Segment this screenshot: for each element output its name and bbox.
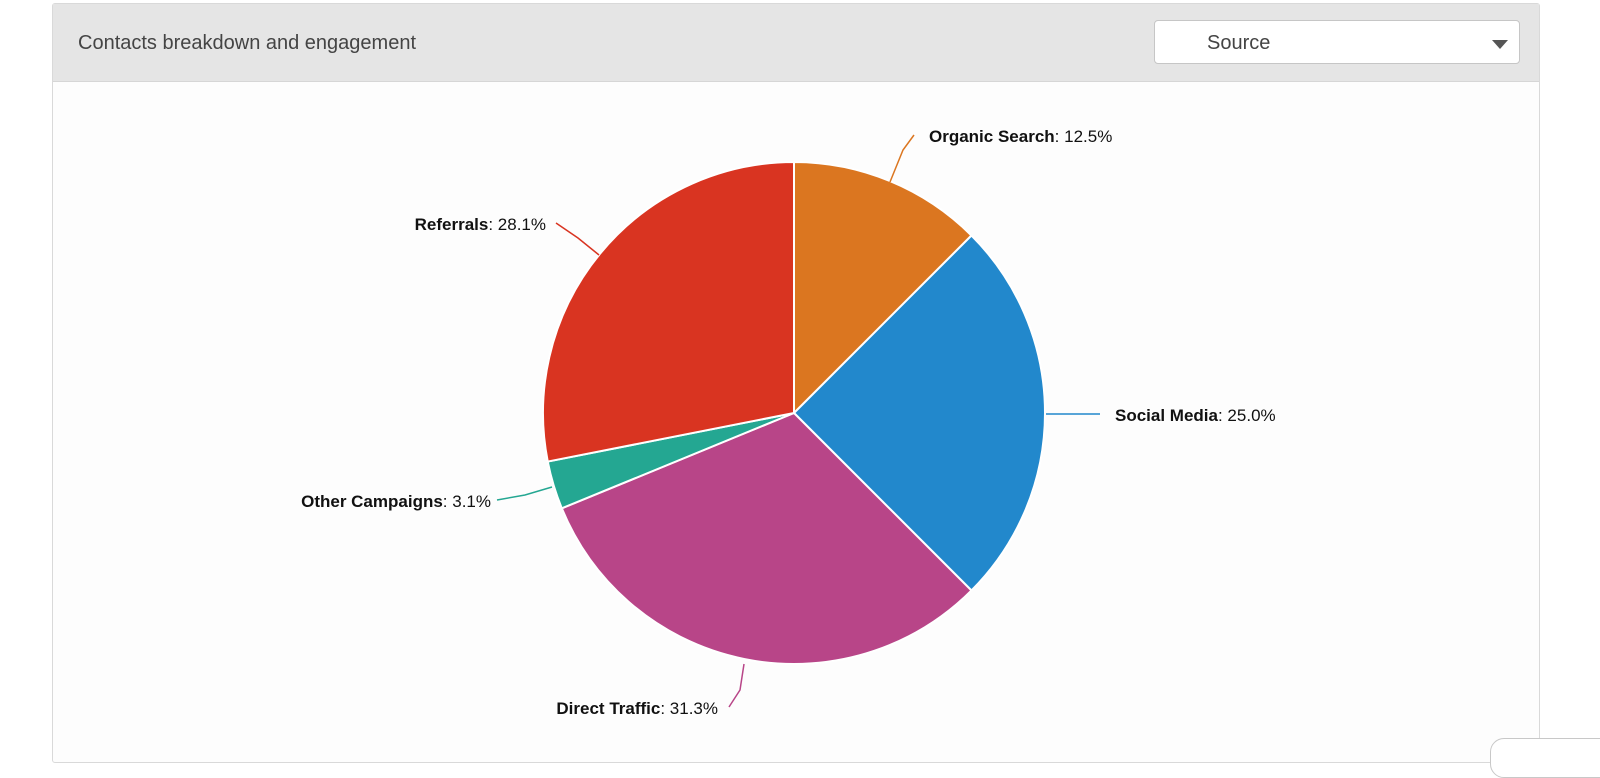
slice-label: Referrals: 28.1% xyxy=(415,215,546,234)
label-connector xyxy=(555,222,600,256)
source-dropdown-value: Source xyxy=(1207,32,1271,54)
label-connector xyxy=(889,134,915,183)
slice-label-name: Direct Traffic xyxy=(556,699,660,718)
panel-header: Contacts breakdown and engagement Source xyxy=(53,4,1539,82)
chevron-down-icon xyxy=(1492,40,1508,49)
slice-label-value: : 31.3% xyxy=(660,699,718,718)
panel-title: Contacts breakdown and engagement xyxy=(78,32,417,54)
slice-label: Social Media: 25.0% xyxy=(1115,406,1276,425)
label-connectors xyxy=(496,134,1100,708)
pie-slice-social-media[interactable] xyxy=(793,234,1047,592)
slice-label-value: : 3.1% xyxy=(443,492,491,511)
slice-label-name: Referrals xyxy=(415,215,489,234)
pie-slice-direct-traffic[interactable] xyxy=(560,412,973,665)
slice-label-value: : 28.1% xyxy=(488,215,546,234)
pie-slice-referrals[interactable] xyxy=(542,161,795,463)
slice-label-name: Social Media xyxy=(1115,406,1219,425)
slice-label: Direct Traffic: 31.3% xyxy=(556,699,718,718)
slice-label: Other Campaigns: 3.1% xyxy=(301,492,491,511)
source-dropdown[interactable]: Source xyxy=(1154,20,1520,64)
slice-label: Organic Search: 12.5% xyxy=(929,127,1112,146)
corner-button[interactable] xyxy=(1490,738,1600,778)
slice-label-name: Organic Search xyxy=(929,127,1055,146)
slice-labels: Organic Search: 12.5% Social Media: 25.0%… xyxy=(301,127,1276,718)
slice-label-value: : 25.0% xyxy=(1218,406,1276,425)
pie-slices xyxy=(542,161,1047,665)
pie-chart: Organic Search: 12.5% Social Media: 25.0%… xyxy=(301,127,1276,718)
slice-label-value: : 12.5% xyxy=(1055,127,1113,146)
slice-label-name: Other Campaigns xyxy=(301,492,443,511)
label-connector xyxy=(728,663,745,708)
label-connector xyxy=(496,486,553,501)
